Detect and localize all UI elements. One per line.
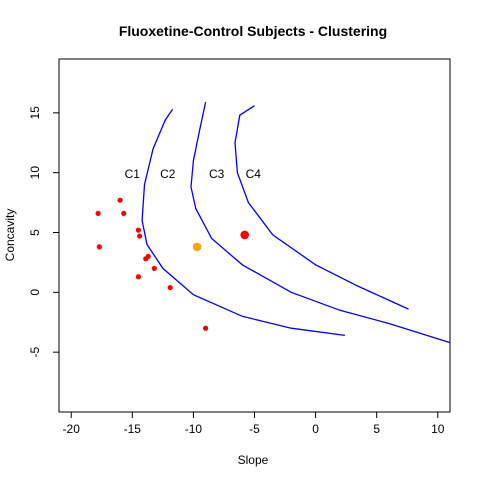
- y-tick-label: -5: [28, 347, 42, 358]
- x-tick-label: -15: [124, 422, 142, 436]
- cluster-label: C1: [125, 167, 141, 181]
- x-tick-label: -5: [249, 422, 260, 436]
- y-tick-label: 10: [28, 166, 42, 180]
- cluster-label: C2: [160, 167, 176, 181]
- cluster-boundary-line-3: [234, 105, 409, 310]
- data-point: [167, 284, 173, 291]
- data-point: [95, 210, 101, 216]
- highlight-point: [192, 242, 202, 252]
- highlight-point: [240, 230, 250, 240]
- x-tick-label: 0: [312, 422, 319, 436]
- data-point: [151, 265, 157, 272]
- data-point: [203, 325, 209, 331]
- y-tick-label: 5: [28, 229, 42, 236]
- x-tick-label: -20: [63, 422, 81, 436]
- x-axis-label: Slope: [238, 453, 269, 467]
- y-axis-label: Concavity: [3, 209, 17, 262]
- y-tick-label: 15: [28, 106, 42, 120]
- cluster-label: C3: [209, 167, 225, 181]
- y-axis: -5 0 5 10 15: [28, 106, 59, 358]
- x-tick-label: 10: [431, 422, 445, 436]
- cluster-boundary-line-1: [141, 108, 345, 337]
- data-point: [96, 244, 102, 250]
- plot-frame: [58, 58, 451, 413]
- data-point: [135, 227, 142, 233]
- chart-title: Fluoxetine-Control Subjects - Clustering: [119, 23, 387, 39]
- data-point: [135, 274, 142, 280]
- data-point: [137, 233, 143, 239]
- plot-area: C1 C2 C3 C4: [95, 101, 451, 344]
- data-point: [121, 210, 127, 216]
- data-point: [117, 197, 123, 203]
- y-tick-label: 0: [28, 289, 42, 296]
- x-tick-label: 5: [373, 422, 380, 436]
- cluster-label: C4: [246, 167, 262, 181]
- x-tick-label: -10: [185, 422, 203, 436]
- data-point: [145, 253, 151, 260]
- cluster-boundary-line-2: [190, 101, 451, 344]
- x-axis: -20 -15 -10 -5 0 5 10: [63, 412, 445, 436]
